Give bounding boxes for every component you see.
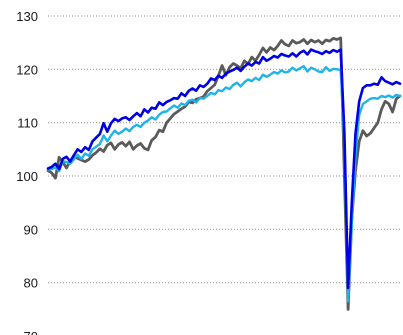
y-tick-label-80: 80: [24, 276, 38, 291]
y-tick-label-130: 130: [16, 9, 38, 24]
y-axis-tick-labels: 130 120 110 100 90 80 70: [16, 9, 38, 335]
y-tick-label-90: 90: [24, 222, 38, 237]
y-tick-label-110: 110: [17, 116, 38, 131]
y-tick-label-100: 100: [16, 169, 38, 184]
y-tick-label-70: 70: [24, 329, 38, 335]
series-line-1: [46, 48, 402, 290]
series-lines: [46, 36, 402, 311]
y-tick-label-120: 120: [16, 62, 38, 77]
